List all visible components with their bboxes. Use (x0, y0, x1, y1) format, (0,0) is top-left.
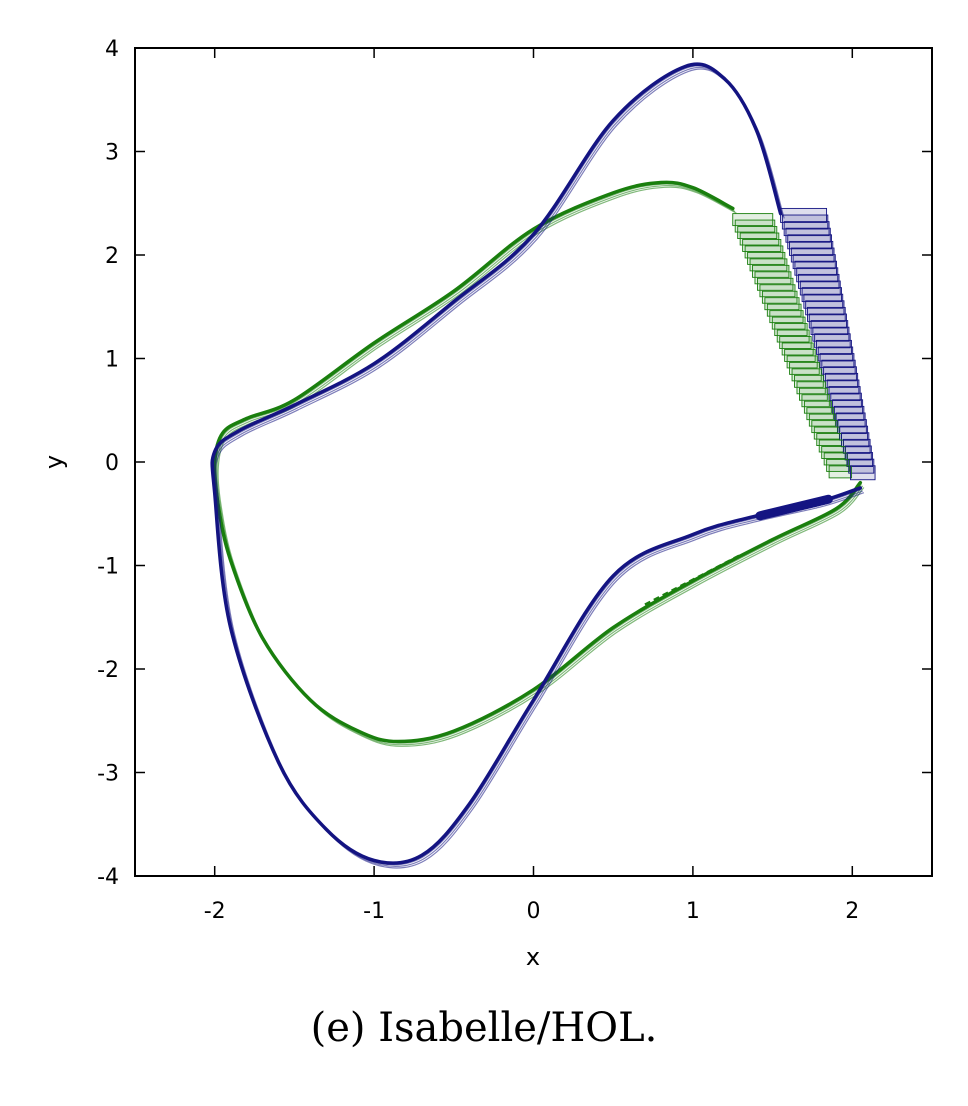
green-enclosure-box (823, 452, 848, 466)
y-tick-label: -4 (97, 865, 119, 890)
plot-frame (134, 47, 933, 877)
y-tick-label: 4 (105, 37, 119, 62)
x-tick-label: -2 (204, 899, 226, 924)
green-enclosure-box (734, 219, 776, 233)
green-enclosure-box (828, 465, 853, 479)
green-dashed-strand (644, 553, 742, 607)
y-axis-label: y (40, 455, 68, 469)
green-enclosure-box (784, 348, 816, 362)
green-enclosure-box (754, 271, 792, 285)
green-enclosure-box (764, 297, 800, 311)
series-line (210, 62, 863, 865)
green-enclosure-box (774, 323, 808, 337)
x-axis-label: x (526, 943, 540, 971)
chart: -2 -1 0 1 2 -4 -3 -2 -1 0 1 2 3 4 x y (40, 37, 933, 971)
green-enclosure-box (749, 258, 788, 272)
green-enclosure-box (803, 400, 832, 414)
green-enclosure-box (794, 374, 824, 388)
series-band-line (215, 68, 865, 869)
green-enclosure-box (742, 239, 782, 252)
green-enclosure-box (789, 361, 820, 375)
green-enclosure-box (732, 213, 774, 227)
green-enclosure-box (759, 284, 796, 298)
green-enclosure-box (744, 245, 784, 259)
y-tick-label: -2 (97, 658, 119, 683)
green-enclosure-box (766, 303, 802, 317)
green-enclosure-box (806, 407, 834, 421)
x-tick-label: -1 (363, 899, 385, 924)
green-enclosure-box (799, 387, 828, 401)
y-tick-label: 0 (105, 451, 119, 476)
green-enclosure-box (779, 336, 812, 349)
green-enclosure-box (811, 420, 838, 434)
series-line (212, 180, 863, 744)
y-tick-label: 2 (105, 244, 119, 269)
series-band-line (213, 66, 863, 868)
green-enclosure-box (786, 355, 818, 369)
series-1 (210, 62, 865, 869)
x-tick-label: 2 (845, 899, 859, 924)
blue-enclosure-box (850, 465, 876, 481)
green-enclosure-box (739, 232, 780, 246)
y-tick-label: 3 (105, 141, 119, 166)
enclosure-boxes (732, 207, 876, 481)
green-enclosure-box (796, 381, 826, 395)
green-enclosure-box (752, 264, 790, 278)
green-enclosure-box (771, 316, 806, 330)
green-enclosure-box (808, 413, 836, 427)
ticks: -2 -1 0 1 2 -4 -3 -2 -1 0 1 2 3 4 (97, 37, 932, 924)
green-enclosure-box (769, 310, 804, 324)
y-tick-label: -3 (97, 762, 119, 787)
y-tick-label: 1 (105, 348, 119, 373)
green-enclosure-box (776, 329, 810, 343)
green-enclosure-box (757, 277, 794, 291)
figure-caption: (e) Isabelle/HOL. (310, 1005, 658, 1051)
series-band-line (212, 65, 862, 866)
blue-thick-segment (755, 494, 833, 521)
green-enclosure-box (826, 458, 850, 472)
x-tick-label: 0 (527, 899, 541, 924)
green-enclosure-box (737, 226, 778, 239)
x-tick-label: 1 (686, 899, 700, 924)
green-enclosure-box (761, 290, 798, 304)
y-tick-label: -1 (97, 555, 119, 580)
green-enclosure-box (747, 251, 786, 265)
series-layer (210, 62, 876, 869)
green-enclosure-box (781, 342, 814, 356)
green-enclosure-box (791, 368, 822, 382)
green-enclosure-box (801, 394, 830, 408)
